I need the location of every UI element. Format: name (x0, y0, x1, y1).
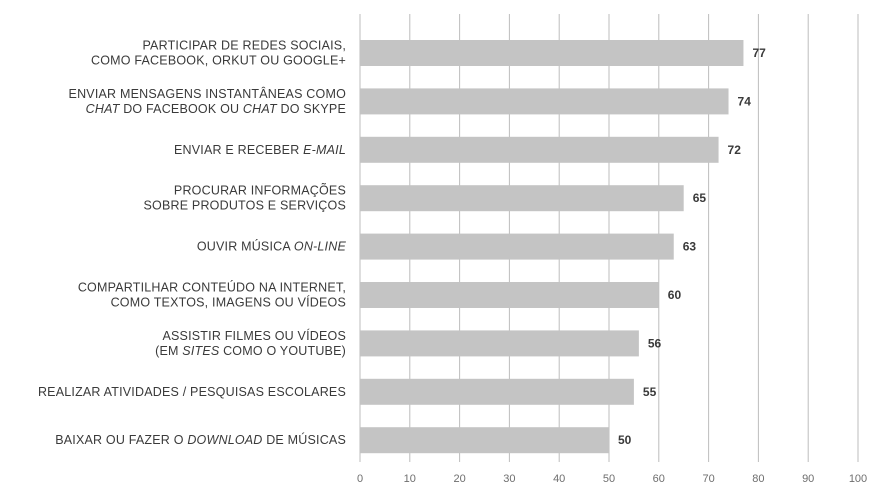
bar (360, 427, 609, 454)
category-label-part: ON-LINE (294, 240, 347, 254)
category-label: BAIXAR OU FAZER O DOWNLOAD DE MÚSICAS (55, 432, 346, 447)
category-label-part: COMPARTILHAR CONTEÚDO NA INTERNET, (78, 280, 346, 295)
value-label: 56 (648, 336, 662, 350)
category-label: PROCURAR INFORMAÇÕES (174, 183, 346, 198)
category-label-part: PARTICIPAR DE REDES SOCIAIS, (142, 39, 346, 53)
category-label-part: (EM (155, 344, 182, 358)
value-label: 74 (738, 94, 752, 108)
category-label-part: E-MAIL (303, 143, 346, 157)
category-label-part: ASSISTIR FILMES OU VÍDEOS (162, 328, 346, 343)
category-labels: PARTICIPAR DE REDES SOCIAIS,COMO FACEBOO… (38, 39, 347, 448)
bar (360, 136, 719, 163)
category-label-part: CHAT (243, 102, 278, 116)
category-label-part: DE MÚSICAS (263, 432, 346, 447)
x-tick-label: 0 (357, 473, 363, 485)
category-label-part: ENVIAR MENSAGENS INSTANTÂNEAS COMO (69, 86, 347, 101)
x-tick-label: 80 (752, 473, 764, 485)
category-label-part: DOWNLOAD (187, 433, 262, 447)
x-tick-label: 90 (802, 473, 814, 485)
value-label: 55 (643, 385, 657, 399)
category-label: ENVIAR MENSAGENS INSTANTÂNEAS COMO (69, 86, 347, 101)
category-label: REALIZAR ATIVIDADES / PESQUISAS ESCOLARE… (38, 385, 346, 399)
category-label: CHAT DO FACEBOOK OU CHAT DO SKYPE (86, 102, 346, 116)
category-label-part: COMO TEXTOS, IMAGENS OU VÍDEOS (111, 295, 346, 310)
bar (360, 330, 639, 357)
bar (360, 282, 659, 308)
category-label-part: DO SKYPE (277, 102, 346, 116)
value-label: 50 (618, 433, 632, 447)
x-tick-label: 30 (503, 473, 515, 485)
category-label: OUVIR MÚSICA ON-LINE (197, 239, 347, 254)
x-tick-label: 60 (653, 473, 665, 485)
bar (360, 185, 684, 212)
category-label-part: PROCURAR INFORMAÇÕES (174, 183, 346, 198)
bar (360, 88, 729, 115)
category-label: (EM SITES COMO O YOUTUBE) (155, 344, 346, 358)
value-label: 63 (683, 240, 697, 254)
category-label: ENVIAR E RECEBER E-MAIL (174, 143, 346, 157)
x-axis-tick-labels: 0 10 20 30 40 50 60 70 80 90 100 (357, 473, 867, 485)
bar (360, 40, 744, 66)
value-label: 65 (693, 191, 707, 205)
category-label-part: DO FACEBOOK OU (120, 102, 243, 116)
category-label-part: SITES (182, 344, 220, 358)
value-label: 77 (752, 46, 766, 60)
x-tick-label: 10 (404, 473, 416, 485)
value-label: 72 (728, 143, 742, 157)
category-label-part: REALIZAR ATIVIDADES / PESQUISAS ESCOLARE… (38, 385, 346, 399)
value-label: 60 (668, 288, 682, 302)
category-label-part: COMO FACEBOOK, ORKUT OU GOOGLE+ (91, 54, 346, 68)
category-label: SOBRE PRODUTOS E SERVIÇOS (143, 199, 346, 213)
category-label-part: OUVIR MÚSICA (197, 239, 294, 254)
x-tick-label: 100 (849, 473, 867, 485)
x-tick-label: 50 (603, 473, 615, 485)
x-tick-label: 70 (702, 473, 714, 485)
category-label-part: CHAT (86, 102, 121, 116)
bar (360, 378, 634, 405)
category-label-part: SOBRE PRODUTOS E SERVIÇOS (143, 199, 346, 213)
category-label-part: BAIXAR OU FAZER O (55, 433, 187, 447)
category-label: COMO TEXTOS, IMAGENS OU VÍDEOS (111, 295, 346, 310)
x-tick-label: 40 (553, 473, 565, 485)
category-label: ASSISTIR FILMES OU VÍDEOS (162, 328, 346, 343)
category-label: COMPARTILHAR CONTEÚDO NA INTERNET, (78, 280, 346, 295)
category-label-part: COMO O YOUTUBE) (219, 344, 346, 358)
bar (360, 233, 674, 260)
value-labels: 77 74 72 65 63 60 56 55 50 (618, 46, 766, 447)
x-tick-label: 20 (453, 473, 465, 485)
category-label-part: ENVIAR E RECEBER (174, 143, 303, 157)
category-label: COMO FACEBOOK, ORKUT OU GOOGLE+ (91, 54, 346, 68)
category-label: PARTICIPAR DE REDES SOCIAIS, (142, 39, 346, 53)
bars (360, 40, 744, 454)
